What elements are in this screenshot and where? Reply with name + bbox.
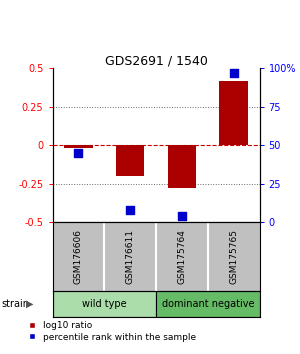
- Text: GSM176611: GSM176611: [126, 229, 135, 284]
- Text: GSM175765: GSM175765: [229, 229, 238, 284]
- Bar: [168, 145, 196, 188]
- Text: dominant negative: dominant negative: [161, 299, 254, 309]
- Bar: [116, 145, 144, 176]
- Point: [231, 70, 236, 76]
- Bar: [219, 81, 248, 145]
- Text: strain: strain: [2, 299, 29, 309]
- Legend: log10 ratio, percentile rank within the sample: log10 ratio, percentile rank within the …: [28, 321, 196, 342]
- Title: GDS2691 / 1540: GDS2691 / 1540: [105, 54, 207, 67]
- Point: [128, 207, 133, 213]
- Text: ▶: ▶: [26, 299, 33, 309]
- Bar: [64, 145, 93, 148]
- Point: [179, 213, 184, 219]
- Point: [76, 150, 81, 156]
- Text: GSM175764: GSM175764: [177, 229, 186, 284]
- Bar: [52, 291, 156, 317]
- Bar: [156, 291, 260, 317]
- Text: GSM176606: GSM176606: [74, 229, 83, 284]
- Text: wild type: wild type: [82, 299, 127, 309]
